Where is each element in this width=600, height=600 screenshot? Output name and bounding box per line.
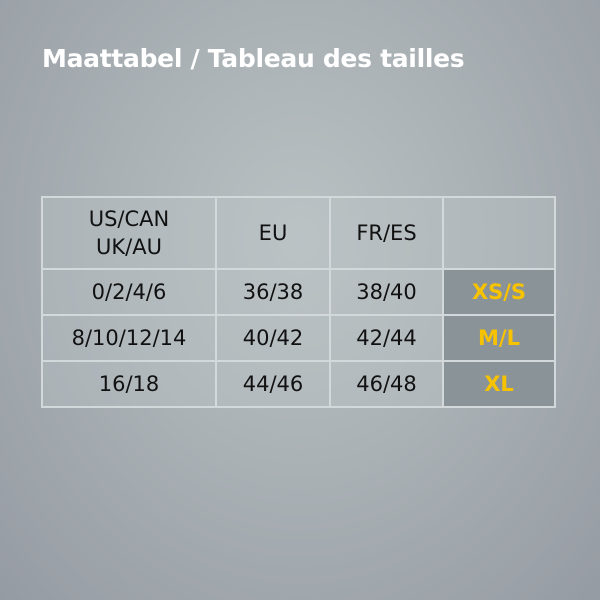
header-size	[442, 196, 556, 270]
header-us-line1: US/CAN	[88, 207, 170, 231]
cell-fr: 38/40	[329, 268, 444, 316]
cell-eu: 36/38	[215, 268, 331, 316]
header-us-can-uk-au: US/CAN UK/AU	[41, 196, 217, 270]
cell-fr: 46/48	[329, 360, 444, 408]
cell-size: XS/S	[442, 268, 556, 316]
cell-size: M/L	[442, 314, 556, 362]
size-chart-table: US/CAN UK/AU EU FR/ES 0/2/4/6 36/38 38/40…	[41, 196, 556, 408]
table-header-row: US/CAN UK/AU EU FR/ES	[41, 196, 556, 270]
header-fr-es: FR/ES	[329, 196, 444, 270]
header-eu: EU	[215, 196, 331, 270]
cell-us: 8/10/12/14	[41, 314, 217, 362]
header-us-line2: UK/AU	[96, 235, 162, 259]
cell-us: 16/18	[41, 360, 217, 408]
table-row: 8/10/12/14 40/42 42/44 M/L	[41, 314, 556, 362]
cell-size: XL	[442, 360, 556, 408]
cell-fr: 42/44	[329, 314, 444, 362]
table-row: 0/2/4/6 36/38 38/40 XS/S	[41, 268, 556, 316]
page-title: Maattabel / Tableau des tailles	[42, 44, 465, 73]
cell-us: 0/2/4/6	[41, 268, 217, 316]
table-row: 16/18 44/46 46/48 XL	[41, 360, 556, 408]
cell-eu: 44/46	[215, 360, 331, 408]
cell-eu: 40/42	[215, 314, 331, 362]
